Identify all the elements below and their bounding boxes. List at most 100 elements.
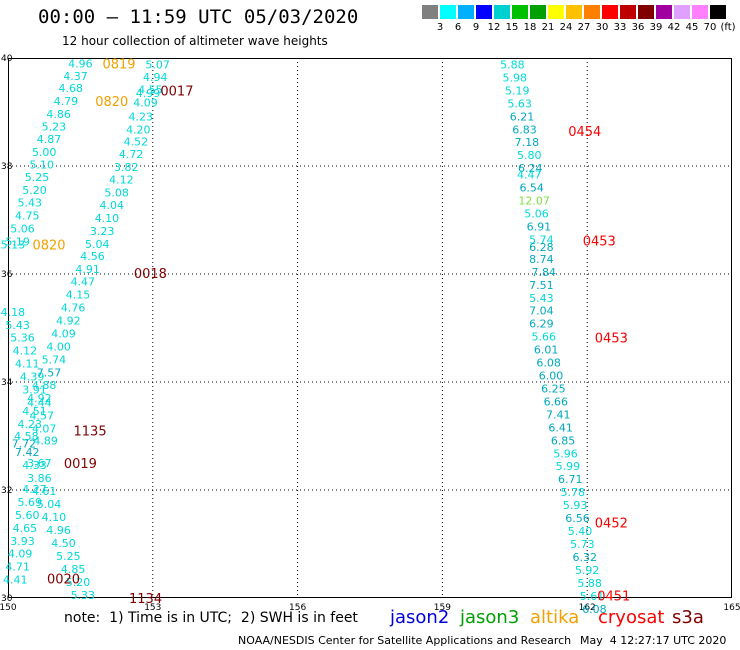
scale-label: 12 [487, 22, 501, 33]
scale-swatch [566, 5, 582, 19]
legend-jason3: jason3 [460, 607, 520, 628]
wave-height-value: 7.41 [546, 408, 571, 421]
scale-label: 39 [649, 22, 663, 33]
wave-height-value: 4.50 [51, 537, 76, 550]
wave-height-value: 5.66 [532, 331, 557, 344]
wave-height-value: 4.58 [14, 430, 39, 443]
scale-swatch [422, 5, 438, 19]
wave-height-value: 6.56 [565, 512, 590, 525]
pass-time-label: 0454 [568, 125, 601, 140]
scale-label: 42 [667, 22, 681, 33]
wave-height-value: 3.23 [90, 225, 115, 238]
wave-height-value: 6.01 [534, 344, 559, 357]
pass-time-label: 0819 [102, 57, 135, 72]
wave-height-value: 4.79 [54, 95, 79, 108]
wave-height-value: 5.07 [145, 58, 170, 71]
wave-height-value: 5.69 [17, 496, 42, 509]
wave-height-value: 4.47 [517, 169, 542, 182]
wave-height-value: 4.61 [32, 485, 57, 498]
wave-height-value: 7.57 [37, 366, 62, 379]
wave-height-value: 4.09 [8, 548, 32, 561]
wave-height-value: 6.25 [541, 382, 566, 395]
wave-height-value: 5.25 [25, 171, 50, 184]
pass-time-label: 0820 [32, 238, 65, 253]
wave-height-value: 4.65 [13, 522, 38, 535]
page-subtitle: 12 hour collection of altimeter wave hei… [62, 34, 328, 48]
wave-height-value: 4.92 [56, 314, 81, 327]
lon-tick-label: 153 [144, 603, 161, 613]
scale-swatch [692, 5, 708, 19]
scale-label: 21 [541, 22, 555, 33]
wave-height-value: 5.04 [85, 238, 110, 251]
wave-height-value: 4.39 [20, 371, 45, 384]
wave-height-value: 5.13 [1, 238, 26, 251]
wave-height-value: 4.15 [66, 289, 91, 302]
scale-swatch [440, 5, 456, 19]
wave-height-value: 5.19 [5, 236, 30, 249]
wave-height-value: 6.91 [527, 220, 552, 233]
wave-height-value: 5.43 [529, 292, 554, 305]
scale-swatch [530, 5, 546, 19]
wave-height-value: 4.20 [126, 123, 151, 136]
lon-tick-label: 156 [289, 603, 306, 613]
pass-time-label: 0453 [595, 332, 628, 347]
pass-time-label: 0452 [595, 516, 628, 531]
scale-swatch [710, 5, 726, 19]
wave-height-value: 6.21 [510, 110, 535, 123]
wave-height-value: 4.88 [32, 379, 57, 392]
wave-height-value: 6.66 [544, 395, 569, 408]
wave-height-value: 5.10 [30, 158, 55, 171]
pass-time-label: 0451 [597, 589, 630, 604]
wave-height-value: 6.08 [536, 357, 561, 370]
lon-tick-label: 165 [723, 603, 740, 613]
wave-height-value: 4.56 [80, 250, 105, 263]
lat-tick-label: 40 [1, 54, 13, 64]
legend-s3a: s3a [672, 607, 704, 628]
scale-label: 15 [505, 22, 519, 33]
wave-height-value: 4.52 [124, 136, 149, 149]
note-text: note: 1) Time is in UTC; 2) SWH is in fe… [64, 610, 358, 626]
scale-label: 33 [613, 22, 627, 33]
wave-height-value: 4.87 [37, 133, 62, 146]
lat-tick-label: 34 [1, 378, 13, 388]
wave-height-value: 5.19 [505, 84, 530, 97]
scale-label: 36 [631, 22, 645, 33]
wave-height-value: 4.57 [30, 409, 55, 422]
wave-height-value: 5.96 [553, 447, 578, 460]
wave-height-value: 4.23 [17, 418, 42, 431]
wave-height-value: 7.84 [532, 266, 557, 279]
scale-label: 3 [436, 22, 444, 33]
scale-swatch [458, 5, 474, 19]
wave-height-value: 4.44 [27, 397, 52, 410]
wave-height-value: 6.28 [529, 241, 554, 254]
wave-height-value: 6.85 [551, 434, 576, 447]
scale-swatch [494, 5, 510, 19]
scale-label: (ft) [720, 22, 736, 33]
wave-height-value: 4.91 [75, 263, 100, 276]
wave-height-value: 5.92 [575, 564, 600, 577]
wave-height-value: 4.10 [42, 511, 67, 524]
wave-height-value: 7.04 [529, 305, 554, 318]
wave-height-value: 4.00 [46, 340, 71, 353]
pass-time-label: 0453 [583, 235, 616, 250]
wave-height-value: 5.93 [563, 499, 588, 512]
wave-height-value: 6.54 [519, 182, 544, 195]
lat-tick-label: 30 [1, 594, 13, 604]
lat-tick-label: 32 [1, 486, 12, 496]
wave-height-value: 3.93 [10, 535, 35, 548]
scale-swatch [620, 5, 636, 19]
wave-height-value: 4.86 [46, 108, 71, 121]
wave-height-value: 5.88 [577, 577, 602, 590]
wave-height-value: 4.04 [100, 199, 125, 212]
wave-height-value: 7.42 [15, 446, 40, 459]
wave-height-value: 5.40 [568, 525, 593, 538]
wave-height-value: 4.23 [128, 110, 153, 123]
scale-label: 18 [523, 22, 537, 33]
wave-height-value: 4.71 [5, 561, 30, 574]
wave-height-value: 7.72 [12, 438, 37, 451]
wave-height-value: 4.41 [3, 574, 28, 587]
wave-height-value: 4.37 [63, 70, 88, 83]
wave-height-value: 6.83 [512, 123, 537, 136]
wave-height-value: 5.74 [42, 353, 67, 366]
wave-height-value: 4.10 [95, 212, 120, 225]
